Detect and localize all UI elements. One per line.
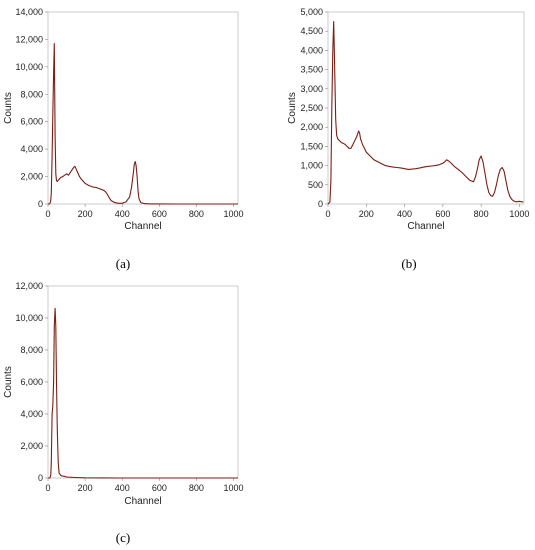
- series-line-c: [48, 307, 238, 479]
- x-tick-label: 800: [474, 209, 489, 219]
- x-tick-label: 200: [78, 209, 93, 219]
- x-tick-label: 800: [189, 209, 204, 219]
- y-tick-label: 5,000: [300, 7, 323, 17]
- x-tick-label: 0: [45, 209, 50, 219]
- series-line-b: [327, 21, 524, 205]
- y-tick-label: 10,000: [15, 313, 43, 323]
- y-tick-label: 3,500: [300, 65, 323, 75]
- y-tick-label: 6,000: [20, 117, 43, 127]
- chart-panel-c: 0 2,000 4,000 6,000 8,000 10,000 12,000 0 200 40…: [3, 281, 244, 545]
- y-tick-label: 4,500: [300, 26, 323, 36]
- y-tick-label: 8,000: [20, 345, 43, 355]
- plot-area-a: [47, 11, 239, 205]
- x-tick-label: 600: [435, 209, 450, 219]
- y-tick-label: 8,000: [20, 89, 43, 99]
- y-tick-label: 0: [38, 199, 43, 209]
- y-ticks-a: 0 2,000 4,000 6,000 8,000 10,000 12,000 14,000: [15, 7, 48, 209]
- y-tick-label: 2,500: [300, 103, 323, 113]
- x-tick-label: 200: [359, 209, 374, 219]
- y-tick-label: 0: [318, 199, 323, 209]
- y-tick-label: 4,000: [20, 409, 43, 419]
- x-tick-label: 400: [115, 483, 130, 493]
- x-tick-label: 400: [397, 209, 412, 219]
- y-axis-label-c: Counts: [3, 366, 14, 398]
- y-ticks-b: 0 500 1,000 1,500 2,000 2,500 3,000 3,500 4,000 4…: [300, 7, 328, 209]
- y-tick-label: 1,500: [300, 141, 323, 151]
- y-tick-label: 2,000: [300, 122, 323, 132]
- series-line-a: [48, 42, 238, 205]
- y-tick-label: 500: [308, 180, 323, 190]
- y-tick-label: 1,000: [300, 161, 323, 171]
- y-tick-label: 12,000: [15, 34, 43, 44]
- y-tick-label: 4,000: [300, 45, 323, 55]
- y-tick-label: 12,000: [15, 281, 43, 291]
- x-axis-label-b: Channel: [407, 221, 444, 232]
- y-tick-label: 0: [38, 473, 43, 483]
- x-tick-label: 1000: [224, 209, 244, 219]
- y-tick-label: 2,000: [20, 172, 43, 182]
- x-axis-label-a: Channel: [124, 221, 161, 232]
- y-axis-label-a: Counts: [3, 92, 14, 124]
- x-tick-label: 0: [45, 483, 50, 493]
- x-ticks-b: 0 200 400 600 800 1000: [325, 204, 529, 219]
- panel-label-c: (c): [116, 530, 130, 545]
- x-tick-label: 600: [152, 483, 167, 493]
- plot-area-c: [47, 285, 239, 479]
- x-tick-label: 1000: [509, 209, 529, 219]
- y-tick-label: 2,000: [20, 441, 43, 451]
- y-tick-label: 3,000: [300, 84, 323, 94]
- y-axis-label-b: Counts: [287, 92, 298, 124]
- chart-panel-a: 02,0004,0006,0008,00010,00012,00014,000 …: [3, 7, 244, 271]
- y-tick-label: 10,000: [15, 62, 43, 72]
- x-axis-label-c: Channel: [124, 496, 161, 507]
- y-tick-label: 14,000: [15, 7, 43, 17]
- x-tick-label: 200: [78, 483, 93, 493]
- y-ticks-c: 0 2,000 4,000 6,000 8,000 10,000 12,000: [15, 281, 48, 483]
- x-tick-label: 600: [152, 209, 167, 219]
- plot-area-b: [327, 11, 525, 205]
- x-tick-label: 0: [325, 209, 330, 219]
- y-tick-label: 6,000: [20, 377, 43, 387]
- x-ticks-c: 0 200 400 600 800 1000: [45, 478, 244, 493]
- y-tick-label: 4,000: [20, 144, 43, 154]
- chart-panel-b: 0 500 1,000 1,500 2,000 2,500 3,000 3,500 4,000 4…: [287, 7, 529, 271]
- x-tick-label: 800: [189, 483, 204, 493]
- panel-label-a: (a): [116, 256, 130, 271]
- x-tick-label: 1000: [224, 483, 244, 493]
- x-ticks-a: 0 200 400 600 800 1000: [45, 204, 244, 219]
- panel-label-b: (b): [401, 256, 416, 271]
- x-tick-label: 400: [115, 209, 130, 219]
